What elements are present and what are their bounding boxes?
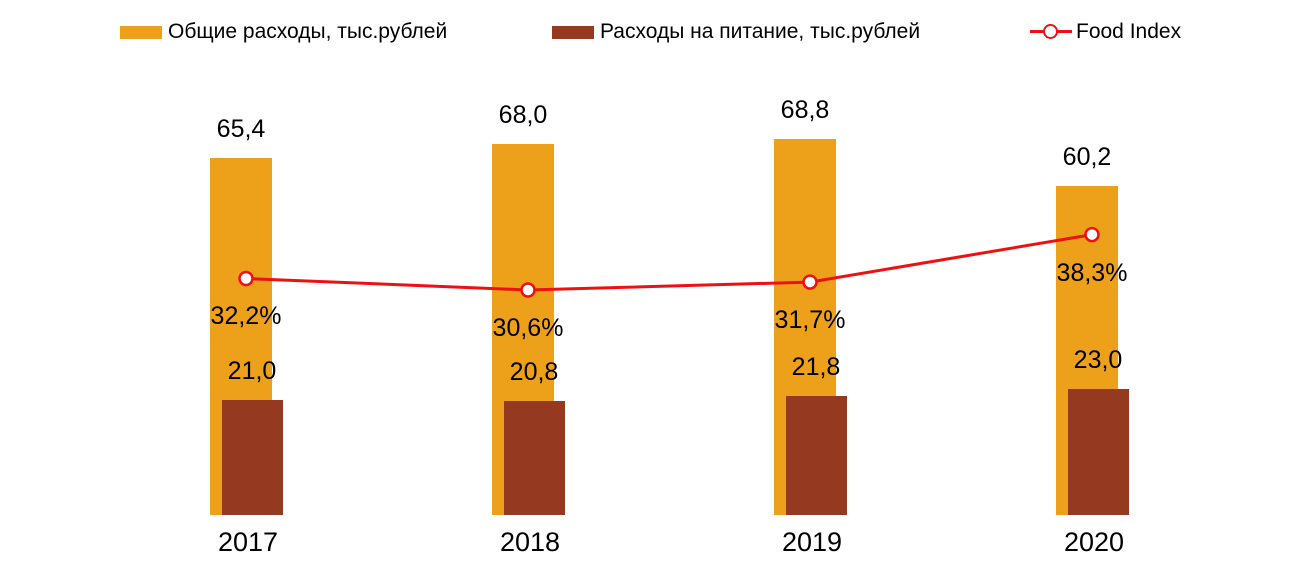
category-label: 2018 [499, 527, 561, 557]
food-index-point-label: 32,2% [210, 302, 282, 330]
food-index-line-icon [1030, 24, 1072, 40]
legend-item-food-index: Food Index [1030, 18, 1181, 46]
food-expenses-bar [504, 401, 565, 515]
category-label: 2017 [217, 527, 279, 557]
food-expenses-value-label: 21,8 [791, 353, 841, 381]
category-label: 2019 [781, 527, 843, 557]
food-index-point-label: 31,7% [774, 306, 846, 334]
food-index-point-label: 38,3% [1056, 259, 1128, 287]
food-expenses-value-label: 21,0 [227, 357, 277, 385]
legend-label-total-expenses: Общие расходы, тыс.рублей [168, 20, 448, 43]
total-expenses-value-label: 65,4 [216, 115, 266, 143]
food-index-line-path [245, 233, 1093, 292]
food-expenses-swatch-icon [552, 25, 594, 39]
category-label: 2020 [1063, 527, 1125, 557]
food-expenses-bar [786, 396, 847, 515]
total-expenses-value-label: 60,2 [1062, 143, 1112, 171]
legend-item-total-expenses: Общие расходы, тыс.рублей [120, 18, 447, 46]
food-expenses-value-label: 20,8 [509, 358, 559, 386]
legend-label-food-index: Food Index [1076, 20, 1182, 43]
food-index-marker-dot [1043, 24, 1058, 39]
food-expenses-bar [1068, 389, 1129, 515]
total-expenses-swatch-icon [120, 25, 162, 39]
legend-label-food-expenses: Расходы на питание, тыс.рублей [600, 20, 921, 43]
food-expenses-bar [222, 400, 283, 515]
total-expenses-value-label: 68,0 [498, 101, 548, 129]
food-expenses-value-label: 23,0 [1073, 346, 1123, 374]
food-index-point-label: 30,6% [492, 314, 564, 342]
legend: Общие расходы, тыс.рублей Расходы на пит… [0, 0, 1316, 55]
legend-item-food-expenses: Расходы на питание, тыс.рублей [552, 18, 920, 46]
total-expenses-value-label: 68,8 [780, 96, 830, 124]
